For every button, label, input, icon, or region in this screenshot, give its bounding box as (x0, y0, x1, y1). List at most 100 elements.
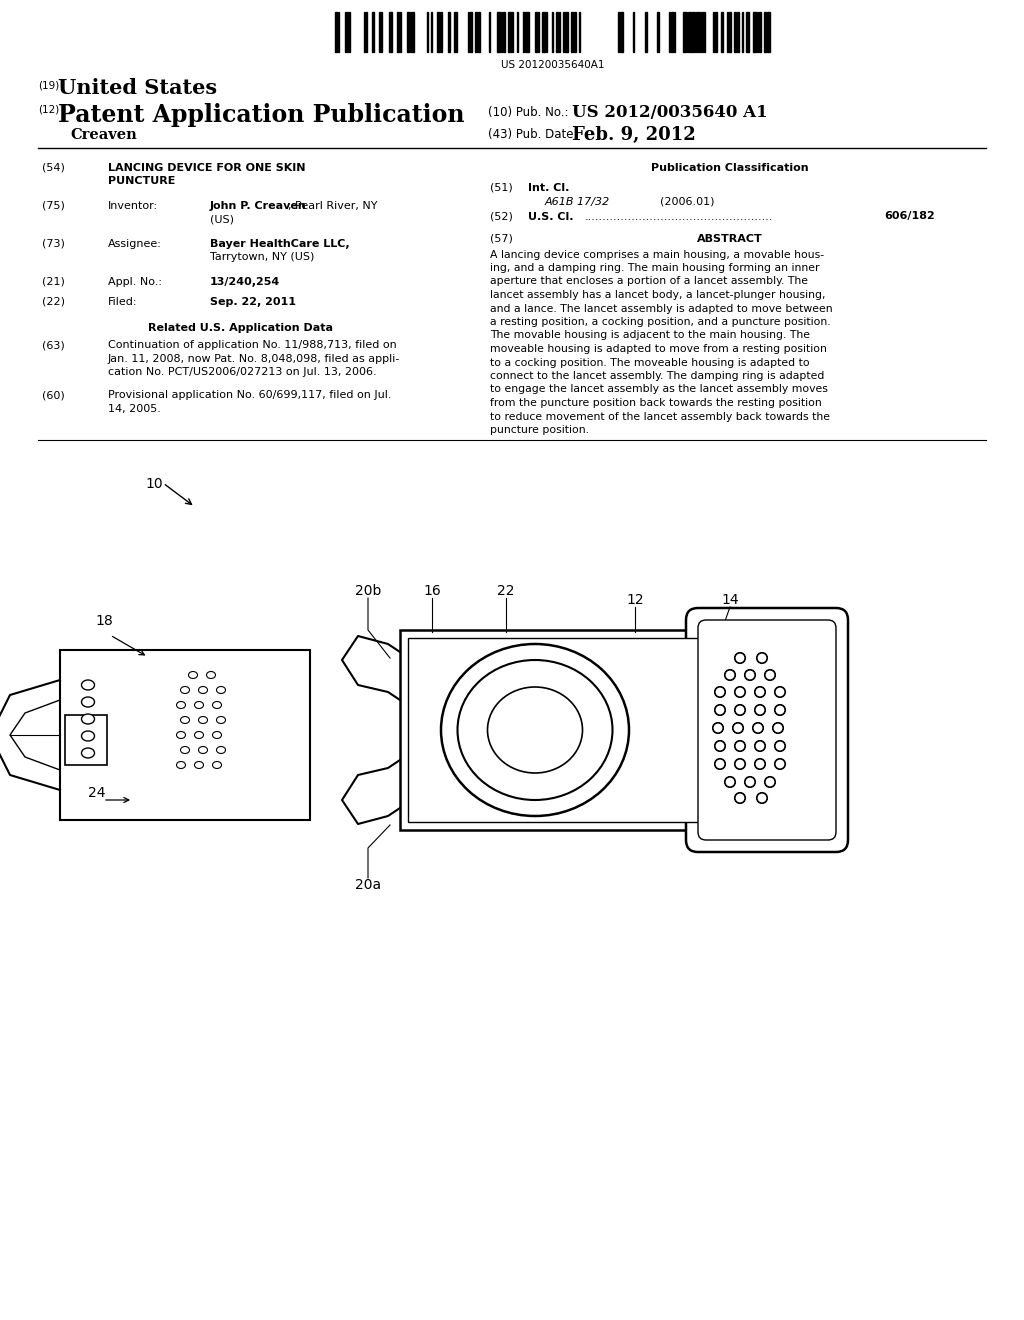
Circle shape (755, 741, 766, 751)
Text: U.S. Cl.: U.S. Cl. (528, 211, 573, 222)
Circle shape (755, 759, 765, 770)
Circle shape (735, 686, 745, 697)
Circle shape (732, 722, 743, 734)
Text: ....................................................: ........................................… (585, 211, 773, 222)
Circle shape (716, 760, 724, 768)
Circle shape (756, 706, 764, 714)
Text: to reduce movement of the lancet assembly back towards the: to reduce movement of the lancet assembl… (490, 412, 830, 421)
Text: and a lance. The lancet assembly is adapted to move between: and a lance. The lancet assembly is adap… (490, 304, 833, 314)
Circle shape (755, 686, 766, 697)
Circle shape (758, 795, 766, 803)
FancyBboxPatch shape (698, 620, 836, 840)
Circle shape (735, 759, 745, 770)
Bar (408, 638, 702, 822)
Circle shape (713, 723, 723, 733)
Circle shape (754, 723, 762, 733)
Circle shape (776, 760, 784, 768)
Ellipse shape (180, 747, 189, 754)
Text: Sep. 22, 2011: Sep. 22, 2011 (210, 297, 296, 308)
Bar (475, 12, 477, 51)
Circle shape (736, 760, 744, 768)
Bar (523, 12, 525, 51)
Text: Tarrytown, NY (US): Tarrytown, NY (US) (210, 252, 314, 263)
Circle shape (773, 723, 783, 733)
Ellipse shape (180, 717, 189, 723)
Text: (60): (60) (42, 391, 65, 400)
Circle shape (774, 741, 785, 751)
Circle shape (725, 777, 735, 787)
Text: to engage the lancet assembly as the lancet assembly moves: to engage the lancet assembly as the lan… (490, 384, 827, 395)
Bar (683, 12, 686, 51)
Bar (697, 12, 699, 51)
Text: (2006.01): (2006.01) (660, 197, 715, 206)
Circle shape (772, 722, 783, 734)
Circle shape (755, 705, 765, 715)
Ellipse shape (216, 686, 225, 693)
Text: 10: 10 (145, 477, 163, 491)
Text: Inventor:: Inventor: (108, 201, 158, 211)
Ellipse shape (199, 747, 208, 754)
Circle shape (765, 777, 775, 787)
Circle shape (715, 741, 725, 751)
Circle shape (734, 792, 745, 804)
Text: Int. Cl.: Int. Cl. (528, 183, 569, 193)
Ellipse shape (195, 701, 204, 709)
Circle shape (745, 777, 755, 787)
Text: (57): (57) (490, 234, 513, 243)
Circle shape (755, 705, 766, 715)
Text: 14, 2005.: 14, 2005. (108, 404, 161, 414)
Circle shape (757, 793, 767, 803)
Circle shape (772, 722, 783, 734)
Circle shape (753, 722, 764, 734)
Bar (542, 12, 545, 51)
Circle shape (715, 705, 725, 715)
Bar (412, 12, 414, 51)
Circle shape (775, 741, 785, 751)
Text: ing, and a damping ring. The main housing forming an inner: ing, and a damping ring. The main housin… (490, 263, 819, 273)
Text: 24: 24 (88, 785, 105, 800)
Circle shape (716, 742, 724, 750)
Circle shape (753, 723, 763, 733)
Bar (737, 12, 739, 51)
Circle shape (775, 705, 785, 715)
Text: Related U.S. Application Data: Related U.S. Application Data (147, 323, 333, 333)
Text: from the puncture position back towards the resting position: from the puncture position back towards … (490, 399, 821, 408)
Text: Publication Classification: Publication Classification (651, 162, 809, 173)
Text: connect to the lancet assembly. The damping ring is adapted: connect to the lancet assembly. The damp… (490, 371, 824, 381)
Ellipse shape (216, 747, 225, 754)
Circle shape (744, 669, 756, 681)
Text: 16: 16 (423, 583, 441, 598)
Text: Patent Application Publication: Patent Application Publication (58, 103, 465, 127)
Ellipse shape (487, 686, 583, 774)
Circle shape (756, 742, 764, 750)
Bar (335, 12, 337, 51)
Text: Provisional application No. 60/699,117, filed on Jul.: Provisional application No. 60/699,117, … (108, 391, 391, 400)
Circle shape (753, 722, 764, 734)
Text: 22: 22 (498, 583, 515, 598)
Circle shape (715, 741, 725, 751)
Text: 606/182: 606/182 (885, 211, 935, 222)
Text: A lancing device comprises a main housing, a movable hous-: A lancing device comprises a main housin… (490, 249, 824, 260)
Bar (729, 12, 731, 51)
Bar (746, 12, 749, 51)
Ellipse shape (188, 672, 198, 678)
Text: (43) Pub. Date:: (43) Pub. Date: (488, 128, 578, 141)
Circle shape (736, 742, 744, 750)
Circle shape (776, 688, 784, 696)
Text: (73): (73) (42, 239, 65, 249)
Circle shape (715, 705, 725, 715)
Bar (715, 12, 717, 51)
Bar (657, 12, 659, 51)
Circle shape (734, 792, 745, 804)
Circle shape (774, 705, 785, 715)
Circle shape (715, 759, 725, 770)
Circle shape (713, 722, 724, 734)
Text: Filed:: Filed: (108, 297, 137, 308)
Circle shape (757, 652, 768, 664)
Circle shape (745, 671, 755, 680)
Bar (508, 12, 511, 51)
Text: moveable housing is adapted to move from a resting position: moveable housing is adapted to move from… (490, 345, 826, 354)
Bar (389, 12, 392, 51)
Circle shape (756, 760, 764, 768)
Bar (574, 12, 575, 51)
